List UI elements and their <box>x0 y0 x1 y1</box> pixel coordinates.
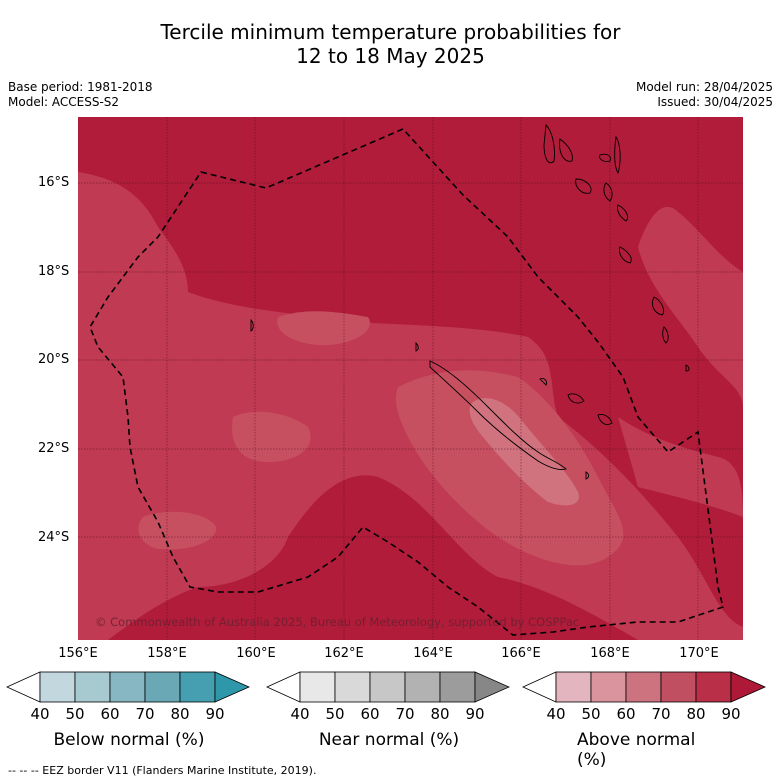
colorbar-tick-label: 70 <box>135 705 155 723</box>
model-run: Model run: 28/04/2025 <box>635 80 773 94</box>
colorbar-title-near: Near normal (%) <box>318 730 460 750</box>
region-60-70-north <box>277 311 370 346</box>
colorbar-title-above: Above normal (%) <box>577 730 696 770</box>
new-caledonia-coast <box>429 360 567 470</box>
colorbar-tick-label: 80 <box>430 705 450 723</box>
colorbar-bin <box>369 671 406 703</box>
colorbar-bin <box>625 671 662 703</box>
vanuatu-coast <box>543 124 690 372</box>
issued-date: Issued: 30/04/2025 <box>657 95 773 109</box>
colorbar-above-normal <box>522 671 766 703</box>
colorbar-bin <box>39 671 76 703</box>
colorbar-tick-label: 40 <box>546 705 566 723</box>
lat-label-20s: 20°S <box>38 352 70 367</box>
copyright-notice: © Commonwealth of Australia 2025, Bureau… <box>95 615 580 629</box>
meta-left: Base period: 1981-2018 Model: ACCESS-S2 <box>8 80 153 110</box>
region-60-70-central <box>396 370 624 566</box>
region-50-60 <box>469 398 579 506</box>
colorbar-bin <box>179 671 216 703</box>
title-line-2: 12 to 18 May 2025 <box>296 44 485 68</box>
colorbar-tick-label: 50 <box>581 705 601 723</box>
model-name: Model: ACCESS-S2 <box>8 95 120 109</box>
colorbar-tick-label: 40 <box>30 705 50 723</box>
colorbar-tick-label: 70 <box>395 705 415 723</box>
colorbar-near-normal <box>266 671 510 703</box>
meta-right: Model run: 28/04/2025 Issued: 30/04/2025 <box>636 80 773 110</box>
colorbar-bin <box>109 671 146 703</box>
colorbar-title-below: Below normal (%) <box>53 730 205 750</box>
colorbar-tick-label: 90 <box>721 705 741 723</box>
lon-label-158e: 158°E <box>147 646 187 661</box>
colorbar-tick-label: 60 <box>360 705 380 723</box>
colorbar-bin <box>555 671 592 703</box>
colorbar-bin <box>660 671 697 703</box>
base-period: Base period: 1981-2018 <box>8 80 153 94</box>
lon-label-164e: 164°E <box>413 646 453 661</box>
colorbar-tick-label: 50 <box>65 705 85 723</box>
colorbar-lower-extend <box>522 671 557 703</box>
colorbar-upper-extend <box>474 671 510 703</box>
region-60-70-south <box>138 511 217 550</box>
colorbar-bin <box>334 671 371 703</box>
colorbar-bin <box>590 671 627 703</box>
colorbar-tick-label: 70 <box>651 705 671 723</box>
colorbar-bin <box>144 671 181 703</box>
lon-label-160e: 160°E <box>236 646 276 661</box>
lat-label-18s: 18°S <box>38 264 70 279</box>
forecast-map <box>78 117 743 640</box>
colorbar-bin <box>74 671 111 703</box>
colorbar-lower-extend <box>6 671 41 703</box>
colorbar-tick-label: 60 <box>616 705 636 723</box>
colorbar-tick-label: 60 <box>100 705 120 723</box>
lon-label-166e: 166°E <box>501 646 541 661</box>
colorbar-upper-extend <box>214 671 250 703</box>
colorbar-bin <box>695 671 732 703</box>
colorbar-bin <box>404 671 441 703</box>
chart-title: Tercile minimum temperature probabilitie… <box>0 20 781 68</box>
region-60-70-west <box>232 411 311 462</box>
graticule <box>78 117 743 640</box>
loyalty-islands-coast <box>539 378 613 426</box>
lat-label-24s: 24°S <box>38 530 70 545</box>
region-70-80-south-east <box>618 417 743 517</box>
title-line-1: Tercile minimum temperature probabilitie… <box>160 20 621 44</box>
colorbar-upper-extend <box>730 671 766 703</box>
colorbar-tick-label: 80 <box>170 705 190 723</box>
lat-label-16s: 16°S <box>38 175 70 190</box>
colorbar-tick-label: 40 <box>290 705 310 723</box>
colorbar-tick-label: 80 <box>686 705 706 723</box>
coastlines <box>250 124 690 480</box>
colorbar-bin <box>439 671 476 703</box>
lon-label-156e: 156°E <box>58 646 98 661</box>
colorbar-bin <box>299 671 336 703</box>
colorbar-tick-label: 90 <box>205 705 225 723</box>
region-70-80-east <box>638 206 743 407</box>
colorbar-tick-label: 90 <box>465 705 485 723</box>
colorbar-below-normal <box>6 671 250 703</box>
colorbar-tick-label: 50 <box>325 705 345 723</box>
lon-label-170e: 170°E <box>679 646 719 661</box>
lon-label-168e: 168°E <box>590 646 630 661</box>
eez-border-legend: -- -- -- EEZ border V11 (Flanders Marine… <box>8 764 317 777</box>
eez-border <box>89 128 724 636</box>
colorbar-lower-extend <box>266 671 301 703</box>
lat-label-22s: 22°S <box>38 441 70 456</box>
lon-label-162e: 162°E <box>324 646 364 661</box>
